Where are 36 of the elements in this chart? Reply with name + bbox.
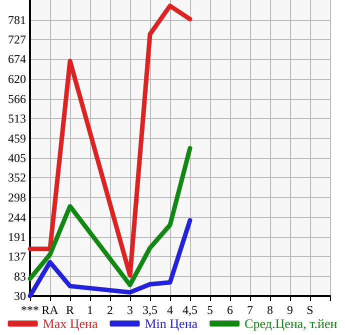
x-tick-label: 9 bbox=[287, 303, 293, 317]
x-tick-label: 4 bbox=[167, 303, 173, 317]
y-tick-label: 459 bbox=[8, 131, 26, 146]
x-tick-label: 7 bbox=[247, 303, 253, 317]
y-tick-label: 352 bbox=[8, 170, 26, 185]
y-tick-label: 620 bbox=[8, 72, 26, 86]
y-tick-label: 727 bbox=[8, 32, 26, 47]
y-tick-label: 83 bbox=[14, 270, 26, 284]
line-series bbox=[28, 146, 192, 288]
x-tick-label: 2 bbox=[107, 303, 113, 317]
x-tick-label: *** bbox=[21, 303, 39, 317]
x-tick-label: R bbox=[66, 303, 74, 317]
x-tick-label: 1 bbox=[87, 303, 93, 317]
x-tick-label: 4,5 bbox=[182, 303, 198, 317]
line-series bbox=[28, 218, 192, 298]
x-tick-label: 5 bbox=[207, 303, 213, 317]
x-tick-label: 3,5 bbox=[142, 303, 158, 317]
legend-label: Max Цена bbox=[42, 316, 98, 331]
x-tick-label: S bbox=[306, 303, 314, 317]
legend-label: Сред.Цена, т.йен bbox=[244, 316, 338, 331]
y-tick-label: 405 bbox=[8, 151, 26, 166]
x-tick-label: RA bbox=[42, 303, 59, 317]
x-tick-label: 3 bbox=[127, 303, 133, 317]
y-tick-label: 781 bbox=[8, 12, 26, 27]
y-tick-label: 137 bbox=[8, 250, 26, 264]
y-tick-label: 30 bbox=[14, 289, 26, 303]
y-tick-label: 191 bbox=[8, 230, 26, 244]
legend-label: Min Цена bbox=[144, 316, 198, 331]
x-tick-label: 6 bbox=[227, 303, 233, 317]
y-tick-label: 674 bbox=[8, 52, 26, 66]
y-tick-label: 298 bbox=[8, 190, 26, 204]
y-tick-label: 566 bbox=[8, 92, 26, 106]
line-series bbox=[28, 4, 192, 278]
x-tick-label: 8 bbox=[267, 303, 273, 317]
y-tick-label: 513 bbox=[8, 111, 26, 126]
y-tick-label: 244 bbox=[8, 210, 26, 224]
